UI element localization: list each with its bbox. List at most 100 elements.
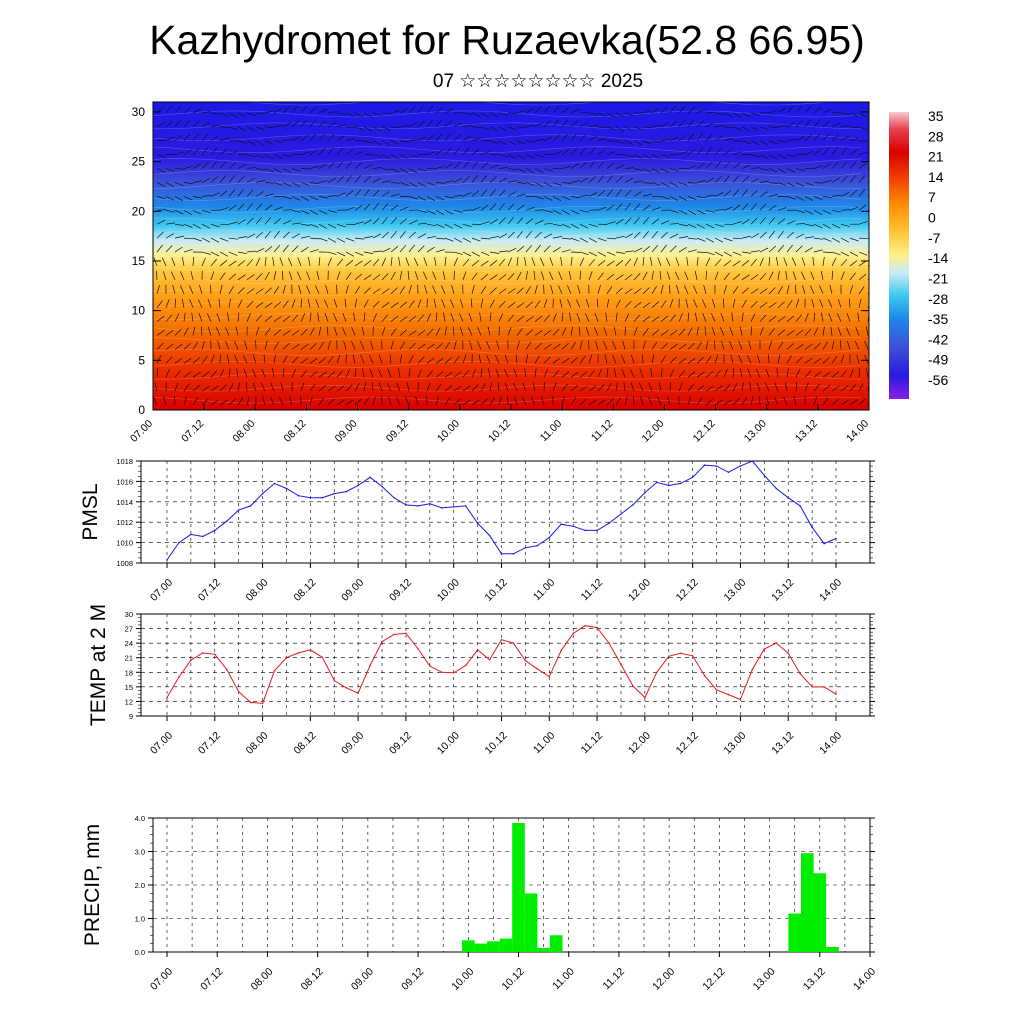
wind-barb	[408, 342, 416, 350]
wind-barb	[255, 231, 263, 239]
wind-barb	[360, 354, 365, 364]
wind-barb	[489, 299, 495, 308]
wind-barb	[352, 354, 356, 364]
wind-barb	[621, 368, 626, 378]
wind-barb	[660, 330, 669, 336]
wind-barb	[786, 284, 790, 294]
data-point	[739, 698, 742, 701]
data-point	[715, 465, 718, 467]
wind-barb	[579, 371, 588, 378]
wind-barb	[228, 221, 238, 225]
precip-bar	[549, 935, 563, 953]
wind-barb	[498, 126, 508, 132]
data-point	[464, 664, 467, 667]
wind-barb	[822, 251, 833, 253]
wind-barb	[165, 343, 174, 350]
wind-barb	[459, 298, 464, 308]
wind-barb	[282, 330, 291, 336]
wind-barb	[849, 149, 858, 155]
wind-barb	[480, 189, 488, 197]
wind-barb	[174, 119, 182, 128]
wind-barb	[606, 175, 613, 183]
wind-barb	[156, 196, 166, 200]
wind-barb	[174, 328, 182, 336]
wind-barb	[588, 176, 596, 183]
wind-barb	[282, 122, 292, 128]
wind-barb	[417, 105, 424, 114]
wind-barb	[514, 396, 518, 406]
wind-barb	[174, 298, 176, 308]
wind-barb	[831, 237, 841, 243]
wind-barb	[435, 371, 444, 378]
x-tick-label: 07.12	[179, 418, 206, 445]
wind-barb	[390, 204, 399, 211]
wind-barb	[678, 370, 686, 378]
data-point	[644, 696, 646, 699]
wind-barb	[534, 154, 544, 158]
wind-barb	[156, 231, 164, 239]
wind-barb	[378, 354, 383, 364]
wind-barb	[255, 168, 265, 171]
wind-barb	[228, 368, 231, 378]
wind-barb	[849, 237, 859, 242]
wind-barb	[606, 112, 616, 118]
data-point	[214, 529, 216, 532]
wind-barb	[795, 120, 803, 128]
contour-line	[153, 277, 861, 285]
data-point	[787, 652, 789, 655]
wind-barb	[561, 223, 571, 229]
colorbar-label: -35	[928, 311, 948, 327]
wind-barb	[729, 326, 734, 336]
wind-barb	[300, 223, 310, 226]
data-point	[237, 509, 240, 511]
wind-barb	[705, 111, 716, 114]
wind-barb	[765, 396, 770, 406]
wind-barb	[606, 204, 615, 211]
x-tick-label: 09.00	[349, 966, 376, 993]
wind-barb	[615, 189, 622, 197]
wind-barb	[192, 108, 202, 114]
wind-barb	[291, 368, 297, 378]
wind-barb	[678, 328, 686, 336]
wind-barb	[471, 384, 479, 392]
wind-barb	[197, 299, 203, 308]
wind-barb	[246, 202, 253, 211]
wind-barb	[723, 251, 733, 257]
wind-barb	[750, 112, 760, 116]
data-point	[560, 649, 562, 652]
wind-barb	[192, 384, 201, 392]
wind-barb	[291, 233, 300, 239]
data-point	[656, 481, 658, 484]
wind-barb	[408, 106, 416, 114]
data-point	[524, 659, 527, 662]
wind-barb	[525, 140, 535, 143]
wind-barb	[489, 164, 499, 169]
wind-barb	[219, 354, 221, 364]
wind-barb	[318, 108, 328, 114]
wind-barb	[201, 371, 210, 378]
wind-barb	[786, 343, 794, 350]
precip-bar	[487, 941, 500, 952]
wind-barb	[435, 182, 445, 184]
wind-barb	[552, 151, 562, 155]
wind-barb	[579, 398, 587, 406]
wind-barb	[336, 258, 344, 267]
wind-barb	[687, 106, 696, 114]
wind-barb	[864, 340, 869, 350]
wind-barb	[399, 301, 408, 308]
wind-barb	[606, 189, 614, 197]
wind-barb	[588, 112, 598, 115]
data-point	[178, 676, 180, 678]
wind-barb	[264, 217, 272, 225]
wind-barb	[552, 328, 560, 336]
data-point	[225, 520, 228, 522]
wind-barb	[354, 383, 360, 392]
wind-barb	[669, 182, 679, 187]
data-point	[429, 503, 431, 505]
wind-barb	[498, 313, 504, 322]
wind-barb	[155, 270, 158, 280]
wind-barb	[849, 272, 856, 281]
wind-barb	[489, 235, 499, 239]
wind-barb	[732, 368, 735, 378]
